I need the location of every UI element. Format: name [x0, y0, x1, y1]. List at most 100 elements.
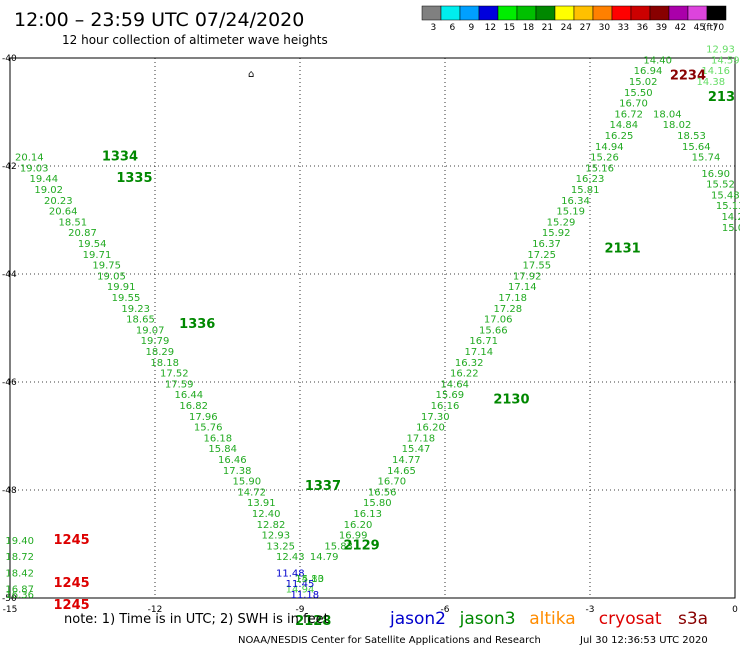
colorbar-swatch: [649, 5, 670, 21]
colorbar-swatch: [478, 5, 499, 21]
colorbar-tick: 21: [542, 23, 553, 33]
colorbar-swatch: [440, 5, 461, 21]
swh-value: 16.20: [416, 423, 445, 434]
swh-value: 12.82: [257, 520, 286, 531]
swh-value: 15.90: [233, 477, 262, 488]
swh-value: 19.71: [83, 250, 112, 261]
swh-value: 15.0: [722, 223, 740, 234]
swh-value: 18.53: [677, 131, 706, 142]
swh-value: 16.46: [218, 455, 247, 466]
swh-value: 15.84: [208, 444, 237, 455]
swh-value: 16.56: [368, 487, 397, 498]
footer-note: note: 1) Time is in UTC; 2) SWH is in fe…: [64, 612, 329, 627]
swh-value: 15.80: [363, 498, 392, 509]
swh-value: 17.14: [508, 282, 537, 293]
swh-value: 17.96: [189, 412, 218, 423]
swh-value: 16.82: [179, 401, 208, 412]
swh-value: 17.18: [498, 293, 527, 304]
swh-value: 16.44: [175, 390, 204, 401]
swh-value: 19.02: [34, 185, 63, 196]
pass-time-label: 1337: [305, 479, 341, 494]
swh-value: 15.83: [324, 541, 353, 552]
swh-value: 18.72: [5, 552, 34, 563]
y-tick-labels: -40 -42 -44 -46 -48 -50: [2, 54, 17, 604]
swh-value: 12.93: [706, 45, 735, 56]
swh-value: 12.43: [276, 552, 305, 563]
swh-value: 18.02: [663, 120, 692, 131]
swh-value: 18.18: [150, 358, 179, 369]
colorbar-swatch: [554, 5, 575, 21]
swh-value: 17.59: [165, 379, 194, 390]
swh-value: 17.18: [407, 433, 436, 444]
island-marker: ⌂: [248, 69, 254, 80]
colorbar-tick: 12: [485, 23, 496, 33]
swh-value: 15.13: [716, 201, 740, 212]
swh-value: 11.18: [291, 590, 320, 601]
colorbar-tick: 33: [618, 23, 629, 33]
swh-value: 15.26: [590, 153, 619, 164]
colorbar-tick: 36: [637, 23, 649, 33]
colorbar-tick: 9: [469, 23, 475, 33]
colorbar-tick: 6: [450, 23, 456, 33]
colorbar-tick: 15: [504, 23, 515, 33]
swh-value: 20.23: [44, 196, 73, 207]
swh-value: 16.25: [605, 131, 634, 142]
swh-value: 14.64: [440, 379, 469, 390]
x-tick-label: -3: [586, 605, 595, 615]
y-tick-label: -40: [2, 54, 17, 64]
swh-value: 19.23: [121, 304, 150, 315]
swh-value: 14.79: [310, 552, 339, 563]
swh-value: 15.52: [706, 180, 735, 191]
swh-value: 15.66: [479, 325, 508, 336]
colorbar-swatch: [573, 5, 594, 21]
swh-value: 16.99: [339, 531, 368, 542]
swh-value: 16.90: [701, 169, 730, 180]
pass-time-label: 1245: [54, 598, 90, 613]
colorbar-swatch: [516, 5, 537, 21]
colorbar-swatch: [630, 5, 651, 21]
swh-value: 19.54: [78, 239, 107, 250]
y-tick-label: -44: [2, 270, 17, 280]
swh-value: 19.75: [92, 261, 121, 272]
x-tick-label: -6: [441, 605, 450, 615]
swh-value: 19.44: [30, 174, 59, 185]
swh-value: 15.76: [194, 423, 223, 434]
colorbar-swatch: [687, 5, 708, 21]
colorbar-swatch: [706, 5, 727, 21]
swh-value: 16.37: [532, 239, 561, 250]
swh-value: 16.72: [614, 109, 643, 120]
swh-value: 18.65: [126, 315, 155, 326]
swh-value: 14.84: [610, 120, 639, 131]
satellite-legend: jason2 jason3 altika cryosat s3a: [389, 609, 708, 629]
swh-value: 16.70: [619, 99, 648, 110]
legend-altika: altika: [529, 609, 576, 629]
swh-value: 11.48: [276, 568, 305, 579]
swh-value: 15.50: [624, 88, 653, 99]
y-tick-label: -42: [2, 162, 17, 172]
swh-value: 12.40: [252, 509, 281, 520]
swh-value: 19.40: [5, 536, 34, 547]
colorbar-tick: 45: [694, 23, 705, 33]
colorbar-tick: 70: [713, 23, 725, 33]
legend-cryosat: cryosat: [599, 609, 662, 629]
swh-value: 14.80: [295, 574, 324, 585]
swh-value: 15.02: [629, 77, 658, 88]
plot-area: -15 -12 -9 -6 -3 0 -40-42-44-46-48-50 20.1419…: [2, 45, 740, 629]
colorbar-swatch: [668, 5, 689, 21]
y-tick-label: -50: [2, 594, 17, 604]
colorbar-swatch: [535, 5, 556, 21]
swh-value: 15.19: [556, 207, 585, 218]
pass-time-label: 1334: [102, 150, 138, 165]
pass-time-label: 1245: [54, 533, 90, 548]
swh-value: 19.07: [136, 325, 165, 336]
swh-value: 16.70: [378, 477, 407, 488]
swh-value: 19.79: [141, 336, 170, 347]
colorbar-tick: 3: [431, 23, 437, 33]
swh-value: 20.14: [15, 153, 44, 164]
swh-value: 19.55: [112, 293, 141, 304]
swh-value: 16.87: [5, 585, 34, 596]
swh-value: 14.65: [387, 466, 416, 477]
pass-time-label: 2128: [295, 614, 331, 629]
